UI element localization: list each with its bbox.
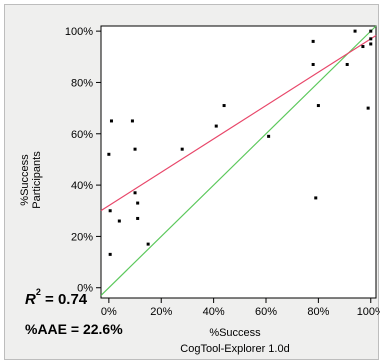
x-axis-ticks: 0% 20% 40% 60% 80% 100%: [101, 298, 380, 318]
y-tick-label: 80%: [71, 77, 93, 89]
x-axis-title: %Success: [209, 327, 261, 339]
chart-panel: 0% 20% 40% 60% 80% 100% 0% 20% 40% 60% 80% 100% %S…: [4, 4, 380, 360]
y-tick-label: 100%: [65, 26, 93, 38]
data-point: [214, 124, 218, 128]
data-point: [108, 209, 112, 213]
y-tick-label: 20%: [71, 231, 93, 243]
data-point: [133, 147, 137, 151]
data-points: [107, 29, 373, 256]
data-point: [361, 45, 365, 49]
data-point: [311, 39, 315, 43]
y-tick-label: 0%: [77, 283, 93, 295]
x-tick-label: 20%: [150, 306, 172, 318]
data-point: [108, 252, 112, 256]
data-point: [117, 219, 121, 223]
data-point: [136, 216, 140, 220]
data-point: [345, 62, 349, 66]
r-squared-value: = 0.74: [45, 291, 88, 308]
data-point: [107, 152, 111, 156]
data-point: [267, 134, 271, 138]
x-axis-subtitle: CogTool-Explorer 1.0d: [180, 343, 290, 355]
data-point: [369, 42, 373, 46]
y-axis-title-line-2: Participants: [31, 151, 43, 209]
y-tick-label: 60%: [71, 129, 93, 141]
x-tick-label: 40%: [203, 306, 225, 318]
data-point: [311, 62, 315, 66]
scatter-chart: 0% 20% 40% 60% 80% 100% 0% 20% 40% 60% 80% 100%: [65, 25, 380, 318]
data-point: [136, 201, 140, 205]
identity-line: [100, 25, 377, 296]
x-tick-label: 60%: [255, 306, 277, 318]
data-point: [353, 29, 357, 33]
y-axis-title: %Success Participants: [19, 120, 43, 240]
r-squared-stat: R2 = 0.74: [25, 287, 88, 308]
data-point: [133, 191, 137, 195]
x-tick-label: 0%: [101, 306, 117, 318]
data-point: [316, 104, 320, 108]
x-tick-label: 80%: [307, 306, 329, 318]
x-tick-label: 100%: [357, 306, 380, 318]
regression-line: [100, 34, 377, 212]
data-point: [146, 242, 150, 246]
data-point: [366, 106, 370, 110]
data-point: [180, 147, 184, 151]
data-point: [222, 104, 226, 108]
data-point: [369, 37, 373, 41]
data-point: [314, 196, 318, 200]
y-axis-ticks: 0% 20% 40% 60% 80% 100%: [65, 26, 101, 295]
data-point: [130, 119, 134, 123]
data-point: [109, 119, 113, 123]
data-point: [369, 29, 373, 33]
y-axis-title-line-1: %Success: [19, 154, 31, 206]
y-tick-label: 40%: [71, 180, 93, 192]
aae-stat: %AAE = 22.6%: [25, 321, 123, 337]
trend-lines: [100, 25, 377, 296]
